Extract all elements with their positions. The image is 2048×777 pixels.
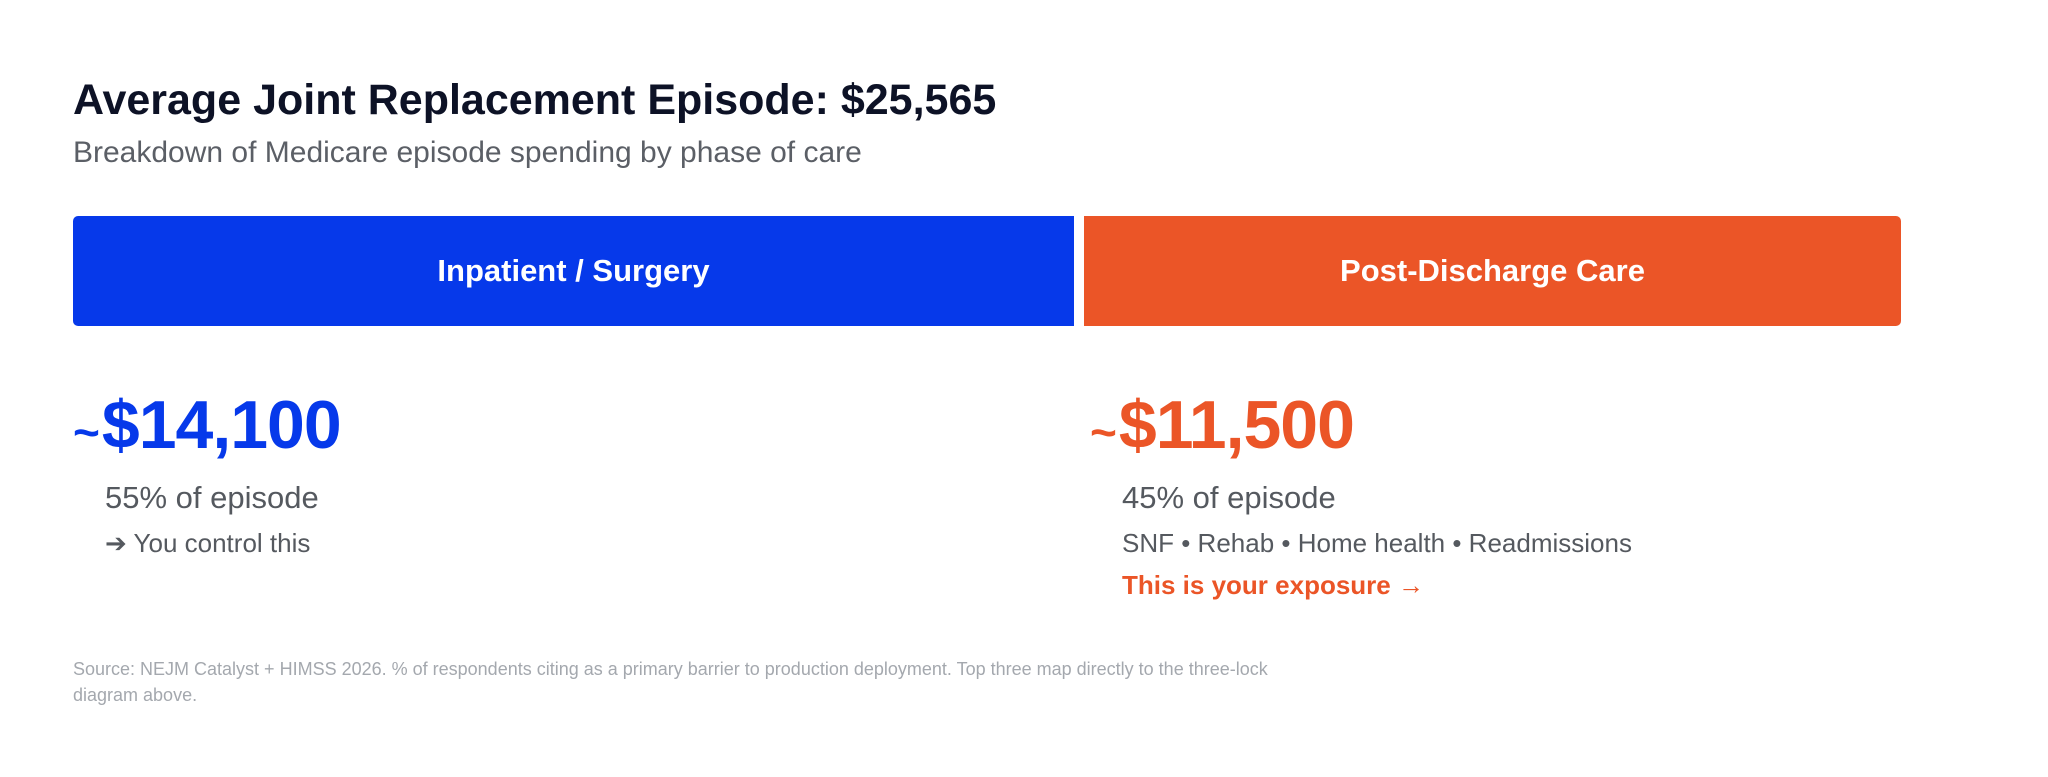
amount-value: $14,100 [101,387,342,463]
percent-label: 45% of episode [1122,480,1336,515]
cost-components: SNF • Rehab • Home health • Readmissions [1122,528,1632,558]
bar-label-post-discharge: Post-Discharge Care [1340,253,1645,288]
bar-segment-post-discharge: Post-Discharge Care [1084,216,1901,326]
source-note: Source: NEJM Catalyst + HIMSS 2026. % of… [73,659,1268,705]
stat-post-discharge: ~ $11,500 45% of episode SNF • Rehab • H… [1090,386,1632,603]
amount-value: $11,500 [1118,387,1355,463]
approx-symbol: ~ [1090,406,1117,458]
percent-label: 55% of episode [105,480,319,515]
chart-title: Average Joint Replacement Episode: $25,5… [73,76,997,124]
approx-symbol: ~ [73,406,100,458]
stat-inpatient: ~ $14,100 55% of episode ➔ You control t… [73,386,342,561]
amount-inpatient: ~ $14,100 [73,386,342,471]
stacked-bar: Inpatient / Surgery Post-Discharge Care [73,216,1901,326]
bar-label-inpatient: Inpatient / Surgery [437,253,710,288]
bar-segment-inpatient: Inpatient / Surgery [73,216,1074,326]
control-note: ➔ You control this [105,528,311,558]
exposure-link[interactable]: This is your exposure → [1122,570,1424,600]
chart-subtitle: Breakdown of Medicare episode spending b… [73,136,862,169]
amount-post-discharge: ~ $11,500 [1090,386,1632,471]
